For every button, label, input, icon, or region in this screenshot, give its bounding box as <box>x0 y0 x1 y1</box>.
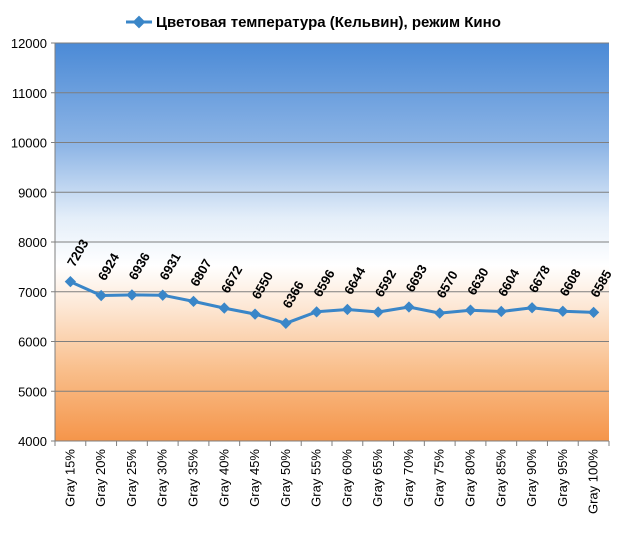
data-point <box>372 306 384 318</box>
x-tick-label: Gray 70% <box>401 449 416 507</box>
data-point <box>403 301 415 313</box>
x-tick-label: Gray 75% <box>432 449 447 507</box>
data-point <box>187 295 200 308</box>
data-point <box>218 302 230 314</box>
y-tick-label: 4000 <box>18 434 47 449</box>
x-tick-label: Gray 90% <box>524 449 539 507</box>
data-point <box>157 289 169 301</box>
x-tick-label: Gray 50% <box>278 449 293 507</box>
x-tick-label: Gray 15% <box>62 449 77 507</box>
data-point <box>249 308 261 320</box>
x-tick-label: Gray 25% <box>124 449 139 507</box>
x-tick-label: Gray 95% <box>555 449 570 507</box>
legend: Цветовая температура (Кельвин), режим Ки… <box>126 14 501 31</box>
x-tick-label: Gray 30% <box>155 449 170 507</box>
data-point <box>587 306 600 319</box>
data-point <box>464 304 477 316</box>
y-tick-label: 5000 <box>18 384 47 399</box>
y-tick-label: 6000 <box>18 335 47 350</box>
data-point <box>526 302 538 314</box>
legend-marker-swatch <box>132 15 146 29</box>
data-point <box>434 307 446 319</box>
data-point <box>280 317 292 329</box>
x-tick-label: Gray 65% <box>370 449 385 507</box>
data-point <box>557 305 569 317</box>
legend-label: Цветовая температура (Кельвин), режим Ки… <box>156 14 501 31</box>
y-tick-label: 10000 <box>11 136 47 151</box>
x-tick-label: Gray 35% <box>186 449 201 507</box>
y-tick-label: 7000 <box>18 285 47 300</box>
y-tick-label: 9000 <box>18 185 47 200</box>
x-tick-label: Gray 55% <box>309 449 324 507</box>
data-point <box>310 306 323 318</box>
x-tick-label: Gray 40% <box>216 449 231 507</box>
x-tick-label: Gray 60% <box>339 449 354 507</box>
x-tick-label: Gray 85% <box>493 449 508 507</box>
y-tick-label: 8000 <box>18 235 47 250</box>
data-point <box>495 305 507 318</box>
x-tick-label: Gray 20% <box>93 449 108 507</box>
y-tick-label: 11000 <box>12 86 47 101</box>
y-tick-label: 12000 <box>11 36 47 51</box>
x-tick-label: Gray 80% <box>463 449 478 507</box>
x-tick-label: Gray 100% <box>586 449 601 514</box>
data-point <box>341 303 354 316</box>
x-tick-label: Gray 45% <box>247 449 262 507</box>
